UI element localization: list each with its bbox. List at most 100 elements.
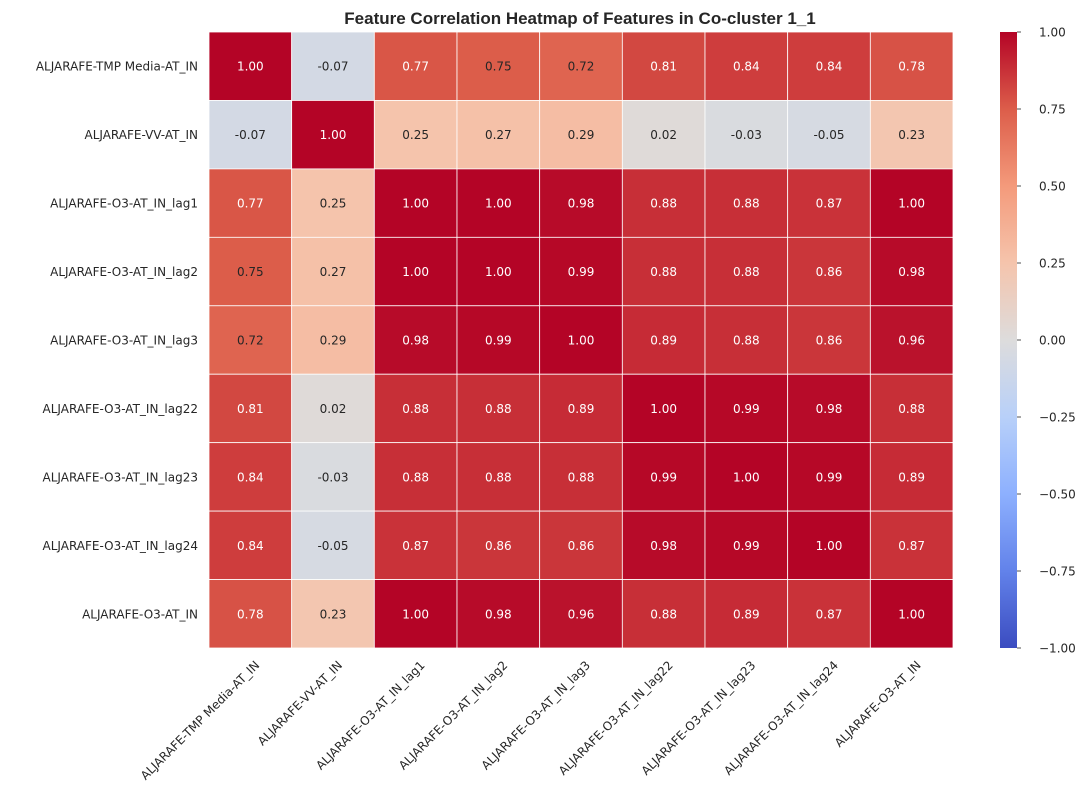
heatmap-cell: [208, 31, 293, 101]
heatmap-cell-value: 1.00: [320, 128, 347, 142]
heatmap-cell-value: 0.78: [237, 607, 264, 621]
x-tick-label: ALJARAFE-VV-AT_IN: [255, 658, 345, 748]
heatmap-cell: [539, 168, 623, 238]
heatmap-cell: [704, 442, 789, 512]
heatmap-cell-value: -0.07: [235, 128, 266, 142]
heatmap-cell-value: 0.81: [237, 402, 264, 416]
heatmap-cell-value: 0.88: [733, 197, 760, 211]
heatmap-cell: [456, 31, 541, 101]
colorbar: 1.00 0.75 0.50 0.25 0.00 −0.25 −0.50 −0.75 −1.00: [1000, 26, 1076, 656]
heatmap-cell-value: 0.25: [320, 197, 347, 211]
y-axis-tick-labels: ALJARAFE-TMP Media-AT_IN ALJARAFE-VV-AT_I…: [36, 60, 198, 622]
heatmap-cell-value: 0.99: [816, 470, 843, 484]
heatmap-cell-value: 0.81: [650, 60, 677, 74]
heatmap-cell-value: 0.89: [733, 607, 760, 621]
x-tick-label: ALJARAFE-O3-AT_IN: [832, 658, 924, 750]
heatmap-cell: [208, 305, 293, 375]
heatmap-cell: [373, 31, 458, 101]
heatmap-cell: [456, 236, 541, 307]
heatmap-cells: [208, 31, 954, 649]
heatmap-cell: [869, 305, 954, 375]
heatmap-cell: [539, 442, 623, 512]
heatmap-cell-value: 0.77: [402, 60, 429, 74]
heatmap-cell: [208, 168, 293, 238]
heatmap-cell-value: 0.87: [816, 607, 843, 621]
y-tick-label: ALJARAFE-TMP Media-AT_IN: [36, 60, 198, 74]
colorbar-tick-label: −0.25: [1039, 411, 1076, 425]
heatmap-cell: [787, 100, 871, 170]
heatmap-cell: [291, 442, 375, 512]
heatmap-cell-value: 0.87: [898, 539, 925, 553]
colorbar-tick-label: 0.75: [1039, 103, 1066, 117]
heatmap-cell-value: 0.88: [568, 470, 595, 484]
heatmap-cell-value: 0.89: [650, 334, 677, 348]
heatmap-cell-value: 0.88: [485, 402, 512, 416]
heatmap-cell-value: 0.77: [237, 197, 264, 211]
heatmap-cell-value: 0.84: [237, 539, 264, 553]
heatmap-cell-value: 0.88: [402, 402, 429, 416]
colorbar-tick-label: 0.00: [1039, 334, 1066, 348]
heatmap-cell-value: 0.84: [733, 60, 760, 74]
heatmap-cell-value: 0.99: [733, 539, 760, 553]
heatmap-cell-value: -0.03: [317, 470, 348, 484]
heatmap-cell-value: 0.96: [898, 334, 925, 348]
y-tick-label: ALJARAFE-O3-AT_IN_lag1: [50, 197, 198, 211]
colorbar-tick-label: 0.25: [1039, 257, 1066, 271]
heatmap-cell-value: -0.05: [317, 539, 348, 553]
heatmap-cell: [869, 236, 954, 307]
heatmap-cell: [291, 31, 375, 101]
heatmap-cell: [208, 510, 293, 580]
heatmap-cell-value: 1.00: [816, 539, 843, 553]
chart-title: Feature Correlation Heatmap of Features …: [344, 9, 815, 28]
colorbar-tick-label: −1.00: [1039, 642, 1076, 656]
heatmap-cell: [373, 100, 458, 170]
heatmap-cell: [621, 579, 706, 649]
heatmap-cell-value: 0.98: [816, 402, 843, 416]
heatmap-cell-value: 0.23: [320, 607, 347, 621]
heatmap-cell-value: 0.86: [816, 334, 843, 348]
heatmap-cell: [456, 100, 541, 170]
heatmap-cell-value: 0.99: [733, 402, 760, 416]
heatmap-cell: [621, 373, 706, 444]
heatmap-cell-value: -0.05: [813, 128, 844, 142]
heatmap-cell-value: 0.27: [320, 265, 347, 279]
heatmap-cell: [787, 236, 871, 307]
heatmap-cell-labels: 1.00 -0.07 0.77 0.75 0.72 0.81 0.84 0.84 0.78 -0.…: [235, 60, 925, 622]
heatmap-cell-value: 0.84: [237, 470, 264, 484]
heatmap-cell: [373, 305, 458, 375]
heatmap-cell-value: 0.88: [898, 402, 925, 416]
colorbar-gradient: [1000, 32, 1017, 648]
heatmap-cell-value: 0.78: [898, 60, 925, 74]
heatmap-cell: [621, 305, 706, 375]
heatmap-cell-value: 1.00: [898, 607, 925, 621]
heatmap-cell-value: 1.00: [568, 334, 595, 348]
heatmap-cell: [456, 168, 541, 238]
heatmap-cell: [704, 100, 789, 170]
heatmap-cell-value: 0.29: [320, 334, 347, 348]
heatmap-cell-value: 0.86: [485, 539, 512, 553]
heatmap-cell-value: 0.88: [650, 607, 677, 621]
heatmap-cell: [456, 305, 541, 375]
heatmap-cell: [291, 305, 375, 375]
heatmap-cell-value: 0.86: [568, 539, 595, 553]
heatmap-cell: [621, 31, 706, 101]
heatmap-cell-value: 0.88: [650, 265, 677, 279]
y-tick-label: ALJARAFE-O3-AT_IN_lag2: [50, 265, 198, 279]
heatmap-cell: [539, 579, 623, 649]
heatmap-cell-value: 0.75: [485, 60, 512, 74]
y-tick-label: ALJARAFE-VV-AT_IN: [84, 128, 198, 142]
heatmap-cell-value: 1.00: [237, 60, 264, 74]
heatmap-cell-value: 1.00: [402, 265, 429, 279]
colorbar-tick-label: −0.75: [1039, 565, 1076, 579]
heatmap-cell: [787, 373, 871, 444]
heatmap-cell: [869, 510, 954, 580]
heatmap-cell: [621, 100, 706, 170]
heatmap-cell-value: 0.88: [650, 197, 677, 211]
heatmap-cell-value: 0.23: [898, 128, 925, 142]
heatmap-cell-value: 0.72: [237, 334, 264, 348]
heatmap-cell-value: 0.88: [485, 470, 512, 484]
colorbar-tick-label: 0.50: [1039, 180, 1066, 194]
heatmap-cell-value: 0.84: [816, 60, 843, 74]
heatmap-cell: [704, 579, 789, 649]
heatmap-cell: [208, 579, 293, 649]
